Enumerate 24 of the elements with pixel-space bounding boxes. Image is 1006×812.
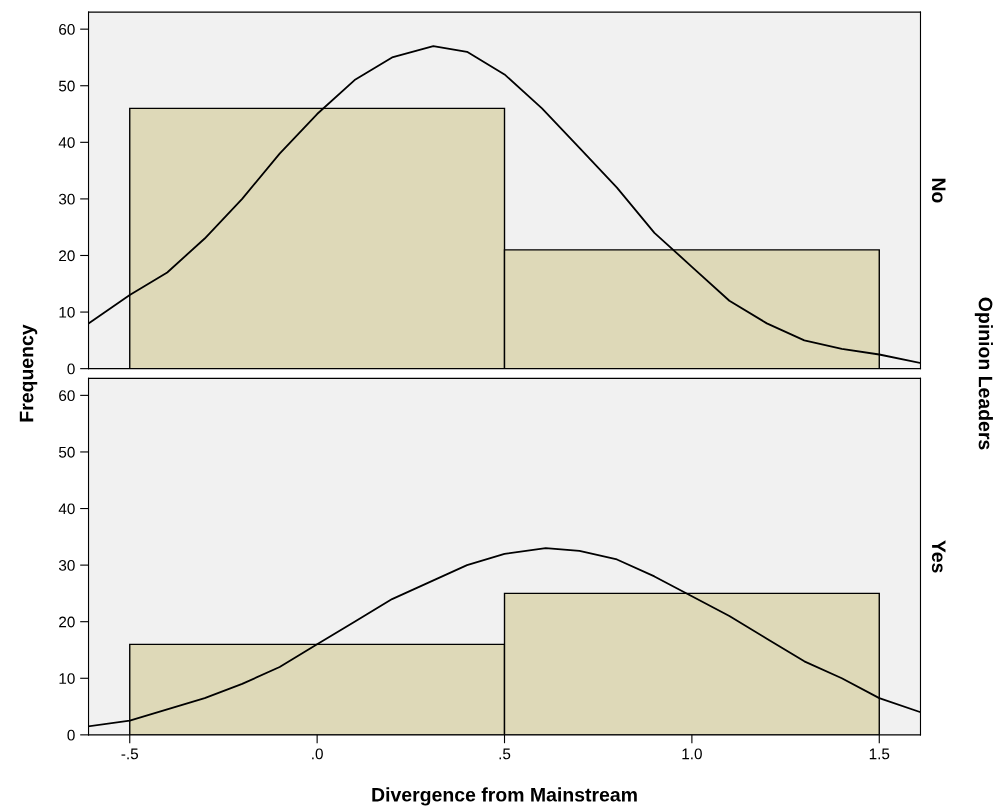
y-axis-title: Frequency (19, 324, 38, 422)
y-tick-label: 50 (58, 80, 75, 92)
y2-axis-title: No (931, 178, 946, 203)
x-tick-label: 1.0 (682, 748, 702, 760)
y-tick-label: 40 (58, 503, 75, 515)
y-tick-label: 10 (59, 306, 75, 318)
y-tick-label: 10 (59, 673, 75, 684)
text: Opinion Leaders (974, 297, 993, 450)
y-tick-label: 30 (58, 559, 75, 571)
x-tick-label: .5 (499, 748, 511, 760)
y-tick-label: 20 (59, 616, 75, 628)
x-tick-label: -.5 (121, 748, 139, 760)
y2-axis-title: Yes (931, 540, 946, 573)
x-tick-label: 1.5 (869, 748, 890, 760)
y-tick-label: 0 (67, 363, 75, 375)
y-tick-label: 60 (59, 24, 75, 35)
x-tick-label: .0 (312, 748, 323, 760)
y-tick-label: 0 (67, 729, 75, 741)
y-tick-label: 40 (58, 137, 75, 149)
x-axis-title: Divergence from Mainstream (372, 787, 637, 806)
y-tick-label: 50 (58, 446, 75, 458)
y-tick-label: 60 (59, 390, 75, 402)
y-tick-label: 30 (58, 193, 75, 205)
y-tick-label: 20 (59, 250, 75, 262)
